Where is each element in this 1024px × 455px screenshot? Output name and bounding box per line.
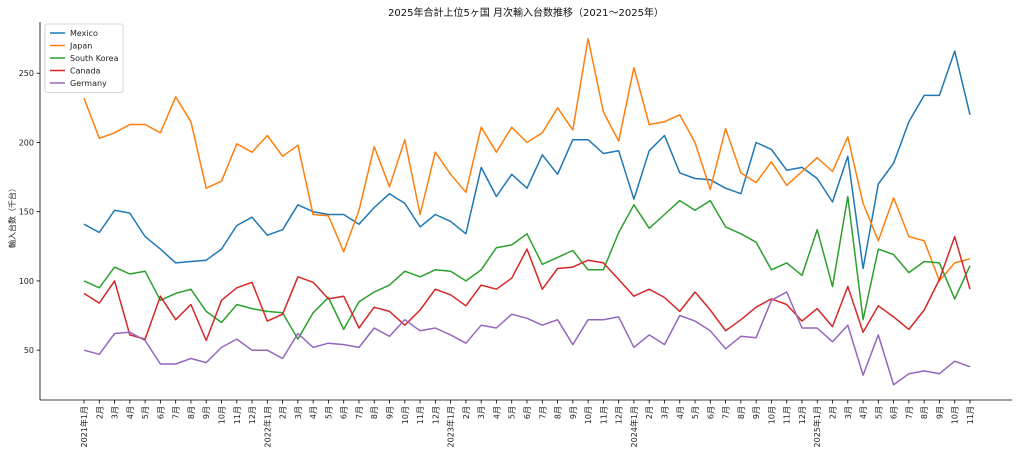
y-tick-label: 200 [19,138,34,147]
x-tick-label: 3月 [844,406,853,419]
x-tick-label: 8月 [554,406,563,419]
x-tick-label: 6月 [706,406,715,419]
y-tick-label: 50 [24,346,34,355]
x-tick-label: 11月 [233,406,242,424]
x-tick-label: 5月 [141,406,150,419]
x-tick-label: 6月 [890,406,899,419]
x-tick-label: 3月 [111,406,120,419]
x-tick-label: 5月 [874,406,883,419]
x-tick-label: 4月 [859,406,868,419]
x-tick-label: 11月 [966,406,975,424]
x-tick-label: 5月 [508,406,517,419]
x-tick-label: 3月 [477,406,486,419]
x-tick-label: 9月 [386,406,395,419]
x-tick-label: 7月 [538,406,547,419]
x-tick-label: 3月 [294,406,303,419]
x-tick-label: 9月 [935,406,944,419]
y-tick-label: 150 [19,208,34,217]
x-tick-label: 9月 [202,406,211,419]
x-tick-label: 2月 [829,406,838,419]
legend-entry: Germany [70,79,107,88]
legend-box [44,23,124,93]
series-line-canada [83,235,971,342]
x-tick-label: 2025年1月 [812,406,822,447]
series-line-south-korea [83,195,971,340]
y-axis-ticks: 50 100 150 200 250 [19,69,40,355]
legend-entry: Canada [70,67,101,76]
x-tick-label: 7月 [355,406,364,419]
x-tick-label: 8月 [737,406,746,419]
series-line-germany [83,291,971,386]
legend: Mexico Japan South Korea Canada Germany [44,23,124,93]
y-axis-label: 輸入台数（千台） [7,184,17,248]
x-tick-label: 12月 [431,406,440,424]
x-tick-label: 4月 [676,406,685,419]
x-tick-label: 10月 [401,406,410,424]
x-tick-label: 10月 [217,406,226,424]
x-tick-label: 2024年1月 [629,406,639,447]
legend-entry: Japan [69,42,92,51]
x-tick-label: 7月 [172,406,181,419]
series-line-japan [83,37,971,282]
series-line-mexico [83,50,971,270]
x-tick-label: 2月 [645,406,654,419]
x-tick-label: 3月 [660,406,669,419]
series-lines [83,37,971,386]
x-tick-label: 9月 [569,406,578,419]
x-tick-label: 7月 [722,406,731,419]
x-tick-label: 4月 [492,406,501,419]
x-tick-label: 4月 [126,406,135,419]
x-tick-label: 2月 [462,406,471,419]
x-tick-label: 10月 [584,406,593,424]
chart-title: 2025年合計上位5ヶ国 月次輸入台数推移（2021〜2025年） [388,6,664,19]
legend-entry: Mexico [70,29,98,38]
x-tick-label: 5月 [324,406,333,419]
x-tick-label: 2021年1月 [79,406,89,447]
x-tick-label: 2023年1月 [446,406,456,447]
x-axis-ticks: 2021年1月 2月 3月 4月 5月 6月 7月 8月 9月 10月 11月 12月 2022年1月 2… [79,400,975,447]
x-tick-label: 2月 [95,406,104,419]
axes [39,22,1012,401]
x-tick-label: 9月 [752,406,761,419]
x-tick-label: 8月 [370,406,379,419]
x-tick-label: 6月 [340,406,349,419]
y-tick-label: 100 [19,277,34,286]
legend-entry: South Korea [70,54,119,63]
x-tick-label: 6月 [156,406,165,419]
x-tick-label: 2月 [279,406,288,419]
x-tick-label: 5月 [691,406,700,419]
y-tick-label: 250 [19,69,34,78]
x-tick-label: 4月 [309,406,318,419]
x-tick-label: 12月 [798,406,807,424]
x-tick-label: 10月 [767,406,776,424]
x-tick-label: 8月 [187,406,196,419]
x-tick-label: 7月 [905,406,914,419]
x-tick-label: 6月 [523,406,532,419]
x-tick-label: 10月 [951,406,960,424]
x-tick-label: 2022年1月 [262,406,272,447]
x-tick-label: 8月 [920,406,929,419]
x-tick-label: 12月 [248,406,257,424]
x-tick-label: 11月 [599,406,608,424]
x-tick-label: 11月 [416,406,425,424]
x-tick-label: 12月 [615,406,624,424]
x-tick-label: 11月 [783,406,792,424]
